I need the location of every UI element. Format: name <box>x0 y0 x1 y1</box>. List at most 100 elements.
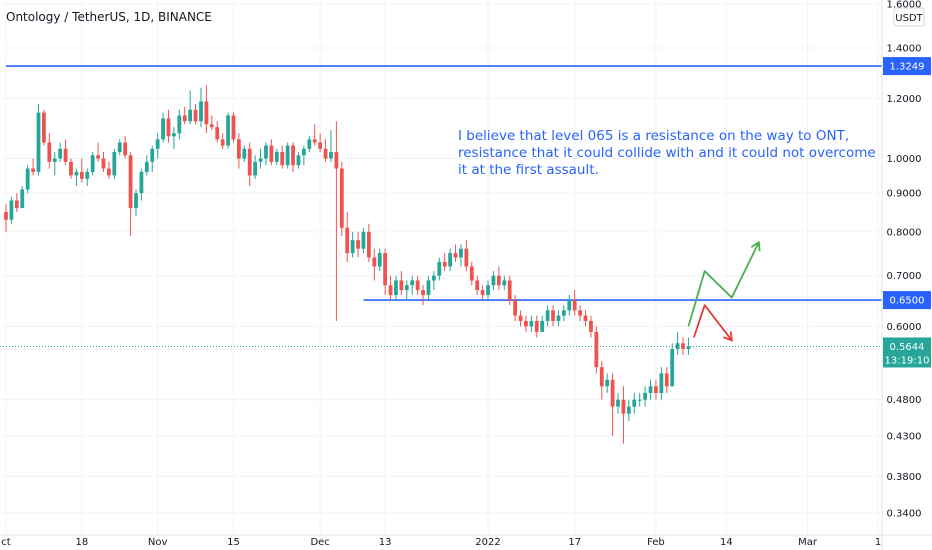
candle-body <box>166 118 171 137</box>
price-labels: 1.3249 0.6500 0.5644 13:19:10 <box>883 57 931 368</box>
candle-body <box>339 168 344 228</box>
candle-body <box>79 171 84 179</box>
price-tick-label: 1.2000 <box>887 94 922 105</box>
candle-body <box>161 118 165 140</box>
candle-body <box>350 240 355 254</box>
candle-body <box>307 139 312 149</box>
price-axis[interactable]: 1.6000 1.4000 1.2000 1.0000 0.9000 0.8000 0.70… <box>881 0 932 550</box>
candle-body <box>329 152 333 159</box>
price-tick-label: 0.4800 <box>887 395 922 406</box>
candle-body <box>247 148 252 176</box>
candle-body <box>399 280 404 291</box>
candle-body <box>431 275 436 281</box>
candle-body <box>101 158 106 169</box>
candle-body <box>172 133 176 137</box>
price-tick-label: 0.6000 <box>887 322 922 333</box>
price-level-tag-label: 1.3249 <box>890 62 925 73</box>
price-level-tag-label: 0.6500 <box>890 296 925 307</box>
candle-body <box>372 257 377 267</box>
projection-layer <box>687 240 761 342</box>
candle-body <box>361 231 366 249</box>
candle-body <box>107 168 111 176</box>
candle-body <box>334 152 339 169</box>
time-tick-label: Nov <box>148 537 168 548</box>
candle-body <box>616 399 620 407</box>
annotation-line: resistance that it could collide with an… <box>458 145 876 161</box>
candle-body <box>599 367 604 387</box>
candle-body <box>242 148 247 159</box>
candle-body <box>383 253 388 286</box>
candle-body <box>610 379 615 407</box>
candle-body <box>442 261 447 267</box>
candle-body <box>117 142 122 153</box>
candle-body <box>269 145 274 162</box>
candle-body <box>632 399 637 407</box>
candle-body <box>264 145 268 159</box>
candle-body <box>323 148 328 159</box>
candle-body <box>448 253 453 267</box>
candle-body <box>643 392 648 400</box>
candle-body <box>4 211 8 220</box>
candle-body <box>155 139 160 149</box>
candle-body <box>31 168 35 172</box>
candle-body <box>480 290 485 296</box>
candle-body <box>74 171 79 176</box>
candle-body <box>654 386 658 393</box>
candle-body <box>112 152 117 176</box>
candle-body <box>312 139 317 143</box>
current-price-tag <box>883 337 931 368</box>
candle-body <box>128 155 133 209</box>
candle-body <box>345 227 350 254</box>
candle-body <box>9 200 14 220</box>
candle-body <box>69 161 73 176</box>
price-tick-label: 0.8000 <box>887 227 922 238</box>
candle-body <box>231 115 236 140</box>
candle-body <box>58 148 63 159</box>
candle-body <box>551 310 555 321</box>
current-price-tag-label: 0.5644 <box>890 342 925 353</box>
level-layer <box>0 65 882 347</box>
candle-body <box>459 248 463 258</box>
candle-body <box>664 373 669 387</box>
candle-body <box>648 386 653 393</box>
candle-body <box>280 152 285 166</box>
candle-body <box>491 275 496 286</box>
candle-body <box>561 310 566 316</box>
candle-body <box>496 275 501 286</box>
candle-layer <box>4 85 691 444</box>
price-tick-label: 0.9000 <box>887 189 922 200</box>
candle-body <box>605 379 610 387</box>
candle-body <box>318 142 323 149</box>
annotation-line: it at the first assault. <box>458 162 599 178</box>
time-tick-label: 17 <box>568 537 581 548</box>
candle-body <box>388 285 393 296</box>
candle-body <box>285 145 290 166</box>
candle-body <box>469 266 474 281</box>
unit-badge[interactable] <box>893 7 925 27</box>
candle-body <box>594 331 599 368</box>
candle-body <box>36 112 41 172</box>
candle-body <box>253 161 258 176</box>
price-level-tag <box>883 291 931 310</box>
time-tick-label: 18 <box>75 537 88 548</box>
price-tick-label: 0.7000 <box>887 271 922 282</box>
candle-body <box>572 300 577 311</box>
candle-body <box>437 261 442 276</box>
candle-body <box>144 161 149 172</box>
bullish-projection-arrow <box>687 241 760 327</box>
candle-body <box>25 168 30 190</box>
candle-body <box>356 240 360 249</box>
candle-body <box>209 124 214 128</box>
candle-body <box>177 115 182 134</box>
time-axis[interactable]: ct 18 Nov 15 Dec 13 2022 17 Feb 14 Mar 1 <box>0 534 932 548</box>
candle-body <box>274 152 279 162</box>
candle-body <box>150 148 155 162</box>
candle-body <box>540 320 545 332</box>
bearish-projection-arrow <box>692 304 733 341</box>
candle-body <box>507 280 512 301</box>
candle-body <box>670 349 675 387</box>
candle-body <box>20 189 25 209</box>
candle-body <box>188 109 193 122</box>
candle-body <box>182 115 187 122</box>
